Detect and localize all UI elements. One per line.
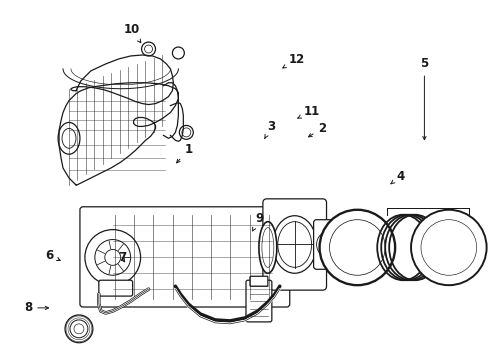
Circle shape (329, 220, 385, 275)
Ellipse shape (144, 45, 152, 53)
Circle shape (420, 220, 476, 275)
Text: 10: 10 (123, 23, 141, 42)
Circle shape (410, 210, 486, 285)
Ellipse shape (272, 216, 316, 273)
Text: 2: 2 (308, 122, 325, 137)
Text: 5: 5 (419, 57, 427, 140)
Ellipse shape (262, 228, 273, 267)
Ellipse shape (277, 222, 311, 267)
Circle shape (104, 249, 121, 265)
FancyBboxPatch shape (249, 276, 267, 286)
Text: 1: 1 (176, 143, 192, 163)
Circle shape (95, 239, 130, 275)
Circle shape (319, 210, 394, 285)
FancyBboxPatch shape (99, 280, 132, 296)
FancyBboxPatch shape (80, 207, 289, 307)
Text: 6: 6 (45, 248, 60, 261)
Circle shape (316, 231, 344, 258)
Ellipse shape (179, 125, 193, 139)
Text: 3: 3 (264, 120, 275, 138)
Ellipse shape (182, 128, 190, 137)
Text: 7: 7 (118, 251, 126, 264)
Ellipse shape (172, 47, 184, 59)
Ellipse shape (142, 42, 155, 56)
FancyBboxPatch shape (245, 280, 271, 322)
Ellipse shape (62, 129, 76, 148)
Text: 11: 11 (297, 105, 319, 118)
Text: 4: 4 (390, 170, 404, 184)
FancyBboxPatch shape (263, 199, 326, 290)
Ellipse shape (258, 222, 276, 273)
Text: 8: 8 (24, 301, 48, 314)
Text: 9: 9 (252, 212, 263, 231)
Ellipse shape (58, 122, 80, 154)
Circle shape (322, 237, 338, 252)
Circle shape (65, 315, 93, 343)
Circle shape (85, 230, 141, 285)
Circle shape (70, 320, 88, 338)
FancyBboxPatch shape (313, 220, 346, 269)
Circle shape (74, 324, 84, 334)
Text: 12: 12 (282, 53, 305, 68)
